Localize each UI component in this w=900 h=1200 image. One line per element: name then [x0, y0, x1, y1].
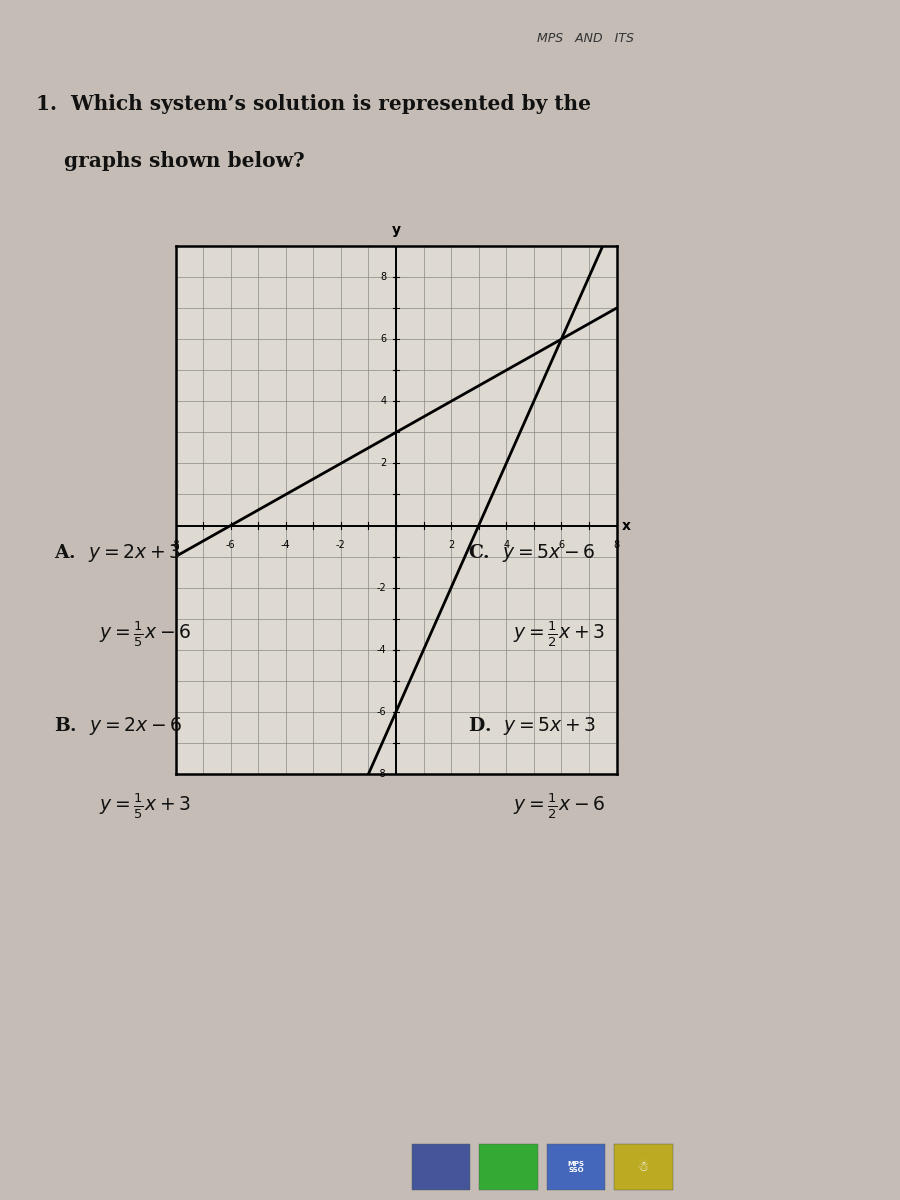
Text: 8: 8 [380, 272, 386, 282]
Text: D.  $y = 5x+3$: D. $y = 5x+3$ [468, 715, 597, 737]
Text: ☃: ☃ [637, 1160, 650, 1174]
Text: 4: 4 [503, 540, 509, 550]
Text: -6: -6 [226, 540, 236, 550]
Text: C.  $y = 5x-6$: C. $y = 5x-6$ [468, 542, 596, 564]
Text: -8: -8 [171, 540, 180, 550]
Text: $y = \frac{1}{5}x+3$: $y = \frac{1}{5}x+3$ [99, 792, 191, 822]
Text: 6: 6 [558, 540, 564, 550]
Text: 8: 8 [614, 540, 619, 550]
Text: MPS
SSO: MPS SSO [568, 1160, 584, 1174]
Bar [614, 1144, 673, 1190]
Bar [547, 1144, 605, 1190]
Bar [479, 1144, 538, 1190]
Text: graphs shown below?: graphs shown below? [36, 151, 304, 170]
Text: y: y [392, 223, 400, 236]
Text: -4: -4 [377, 644, 386, 655]
Text: 2: 2 [448, 540, 454, 550]
Text: $y = \frac{1}{2}x+3$: $y = \frac{1}{2}x+3$ [513, 619, 605, 649]
Text: 1.  Which system’s solution is represented by the: 1. Which system’s solution is represente… [36, 95, 591, 114]
Text: x: x [622, 518, 631, 533]
Text: -4: -4 [281, 540, 291, 550]
Text: B.  $y = 2x-6$: B. $y = 2x-6$ [54, 715, 183, 737]
Text: -8: -8 [377, 769, 386, 779]
Text: $y = \frac{1}{2}x-6$: $y = \frac{1}{2}x-6$ [513, 792, 605, 822]
Text: MPS   AND   ITS: MPS AND ITS [536, 32, 634, 46]
Text: A.  $y = 2x+3$: A. $y = 2x+3$ [54, 542, 181, 564]
Text: 6: 6 [380, 334, 386, 344]
Text: -2: -2 [376, 583, 386, 593]
Bar [412, 1144, 470, 1190]
Text: -6: -6 [377, 707, 386, 716]
Text: 2: 2 [380, 458, 386, 468]
Text: 4: 4 [380, 396, 386, 407]
Text: -2: -2 [336, 540, 346, 550]
Text: $y = \frac{1}{5}x-6$: $y = \frac{1}{5}x-6$ [99, 619, 191, 649]
